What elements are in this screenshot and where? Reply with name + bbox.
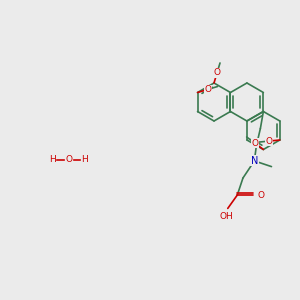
Text: H: H [49, 155, 56, 164]
Text: O: O [257, 190, 264, 200]
Text: N: N [251, 156, 258, 166]
Text: H: H [82, 155, 88, 164]
Text: OH: OH [220, 212, 234, 221]
Text: O: O [204, 85, 211, 94]
Text: O: O [65, 155, 73, 164]
Text: O: O [214, 68, 220, 77]
Text: O: O [251, 139, 259, 148]
Text: O: O [266, 136, 273, 146]
